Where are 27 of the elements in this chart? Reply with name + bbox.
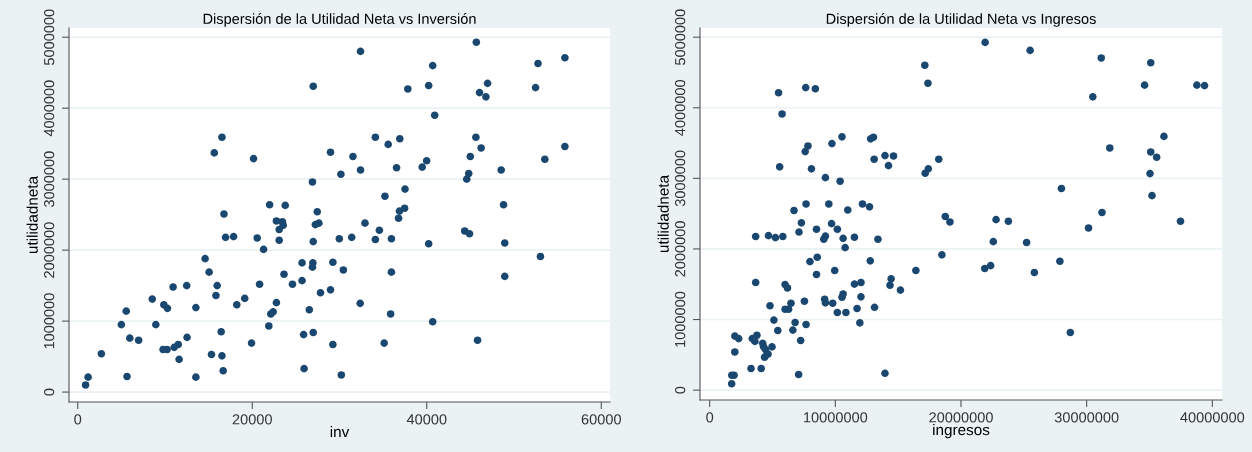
y-tick-label: 1000000 — [43, 293, 55, 349]
x-tick-label: 0 — [74, 414, 82, 425]
y-tick-label: 5000000 — [674, 9, 686, 65]
y-tick-label: 0 — [43, 388, 55, 396]
y-tick-label: 3000000 — [674, 150, 686, 207]
y-tick-label: 5000000 — [43, 9, 55, 66]
y-tick-label: 2000000 — [674, 221, 686, 277]
x-axis-title: ingresos — [933, 424, 990, 439]
chart-title: Dispersión de la Utilidad Neta vs Inversión — [203, 13, 476, 27]
x-tick-label: 0 — [706, 412, 714, 423]
x-tick-label: 20000000 — [929, 412, 993, 423]
y-axis-title: utilidadneta — [657, 174, 669, 253]
x-tick-label: 20000 — [232, 414, 272, 425]
x-tick-label: 60000 — [581, 414, 621, 425]
x-axis-title: inv — [330, 426, 350, 438]
x-tick-label: 30000000 — [1054, 412, 1119, 423]
y-tick-label: 4000000 — [674, 79, 686, 136]
y-tick-label: 3000000 — [43, 151, 55, 207]
y-tick-label: 1000000 — [674, 291, 686, 347]
y-axis-title: utilidadneta — [26, 175, 38, 254]
x-tick-label: 40000000 — [1180, 412, 1245, 423]
y-tick-label: 4000000 — [43, 80, 55, 137]
y-tick-label: 0 — [674, 386, 686, 394]
x-tick-label: 40000 — [406, 414, 447, 425]
y-tick-label: 2000000 — [43, 222, 55, 278]
x-tick-label: 10000000 — [804, 412, 868, 423]
chart-title: Dispersión de la Utilidad Neta vs Ingresos — [826, 13, 1096, 27]
